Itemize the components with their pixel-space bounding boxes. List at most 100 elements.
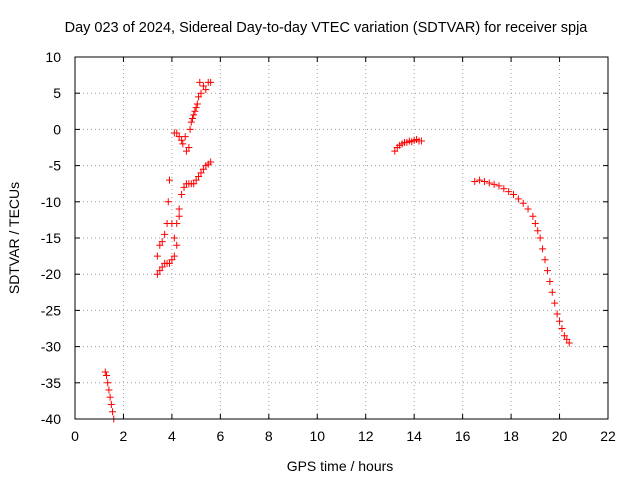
data-point — [164, 198, 172, 206]
data-point — [165, 176, 173, 184]
data-point — [551, 299, 559, 307]
data-point — [490, 180, 498, 188]
x-tick-label: 12 — [358, 428, 374, 444]
data-point — [192, 176, 200, 184]
data-point — [548, 288, 556, 296]
grid — [75, 57, 608, 419]
data-point — [556, 317, 564, 325]
data-point — [178, 136, 186, 144]
data-point — [500, 185, 508, 193]
data-point — [191, 107, 199, 115]
data-point — [107, 401, 115, 409]
data-point — [168, 256, 176, 264]
data-point — [153, 252, 161, 260]
y-tick-label: 0 — [53, 121, 61, 137]
x-tick-label: 18 — [503, 428, 519, 444]
x-tick-label: 22 — [600, 428, 616, 444]
data-point — [102, 372, 110, 380]
data-points — [101, 78, 573, 423]
data-point — [193, 100, 201, 108]
data-point — [565, 339, 573, 347]
data-point — [546, 277, 554, 285]
series-segment-2-lower — [153, 158, 215, 278]
data-point — [531, 220, 539, 228]
series-segment-2-high — [170, 78, 215, 155]
x-axis-title: GPS time / hours — [287, 458, 394, 474]
data-point — [529, 212, 537, 220]
data-point — [560, 332, 568, 340]
data-point — [105, 386, 113, 394]
data-point — [106, 393, 114, 401]
y-axis-title: SDTVAR / TECUs — [6, 182, 22, 294]
x-tick-label: 20 — [552, 428, 568, 444]
data-point — [190, 180, 198, 188]
data-point — [476, 176, 484, 184]
data-point — [543, 267, 551, 275]
y-tick-label: -5 — [49, 158, 62, 174]
data-point — [192, 104, 200, 112]
data-point — [541, 256, 549, 264]
x-tick-label: 0 — [71, 428, 79, 444]
x-tick-label: 10 — [309, 428, 325, 444]
data-point — [185, 144, 193, 151]
data-point — [471, 178, 479, 186]
plot-frame — [74, 56, 609, 420]
data-point — [101, 368, 109, 376]
y-tick-labels: 10 5 0 -5 -10 -15 -20 -25 -30 -35 -40 — [41, 49, 61, 427]
x-tick-label: 14 — [406, 428, 422, 444]
data-point — [186, 125, 194, 133]
data-point — [109, 408, 117, 416]
data-point — [173, 129, 181, 137]
x-tick-label: 6 — [216, 428, 224, 444]
data-point — [417, 137, 425, 145]
y-tick-label: 10 — [45, 49, 61, 65]
series-segment-2-upper — [153, 176, 183, 260]
data-point — [553, 310, 561, 318]
data-point — [536, 234, 544, 242]
x-tick-label: 8 — [265, 428, 273, 444]
data-point — [558, 325, 566, 332]
data-point — [190, 111, 198, 119]
data-point — [195, 93, 203, 101]
data-point — [519, 199, 527, 207]
x-tick-labels: 0 2 4 6 8 10 12 14 16 18 20 22 — [71, 428, 616, 444]
chart-title: Day 023 of 2024, Sidereal Day-to-day VTE… — [65, 20, 589, 36]
data-point — [563, 335, 571, 343]
data-point — [495, 182, 503, 190]
data-point — [104, 379, 112, 387]
y-tick-label: 5 — [53, 85, 61, 101]
series-segment-3 — [391, 136, 425, 155]
data-point — [175, 212, 183, 220]
y-tick-label: -15 — [41, 230, 61, 246]
y-tick-label: -10 — [41, 194, 61, 210]
data-point — [187, 118, 195, 126]
data-point — [178, 191, 186, 199]
data-point — [175, 133, 183, 141]
data-point — [514, 195, 522, 203]
data-point — [173, 220, 181, 228]
data-point — [158, 238, 166, 246]
data-point — [480, 178, 488, 186]
y-tick-label: -20 — [41, 266, 61, 282]
data-point — [391, 147, 399, 155]
data-point — [196, 78, 204, 86]
data-point — [510, 191, 518, 199]
data-point — [189, 115, 197, 123]
data-point — [158, 263, 166, 271]
data-point — [207, 78, 215, 86]
data-point — [170, 252, 178, 260]
data-point — [156, 241, 164, 249]
data-point — [199, 165, 207, 173]
data-point — [195, 172, 203, 180]
data-point — [524, 205, 532, 213]
x-tick-label: 2 — [120, 428, 128, 444]
data-point — [173, 241, 181, 249]
x-tick-label: 4 — [168, 428, 176, 444]
data-point — [539, 245, 547, 253]
x-tick-label: 16 — [455, 428, 471, 444]
data-point — [156, 267, 164, 275]
data-point — [534, 227, 542, 235]
data-point — [197, 169, 205, 177]
